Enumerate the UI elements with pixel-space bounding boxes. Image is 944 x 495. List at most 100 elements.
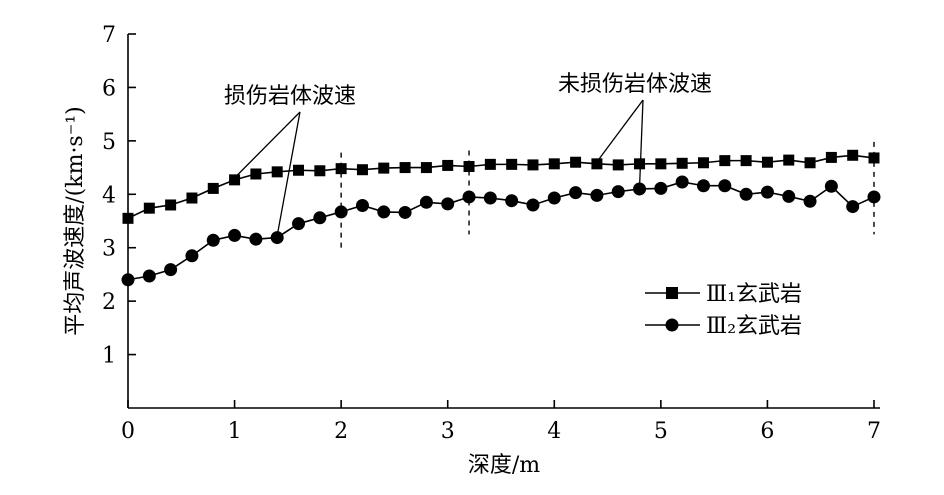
square-point: [634, 158, 646, 170]
circle-point: [462, 190, 476, 204]
circle-point: [164, 263, 178, 277]
square-point: [378, 162, 390, 174]
square-point: [697, 157, 709, 169]
square-point: [399, 162, 411, 174]
circle-point: [505, 194, 519, 208]
square-point: [463, 161, 475, 173]
circle-point: [292, 217, 306, 231]
square-point: [143, 202, 155, 214]
square-point: [229, 174, 241, 186]
annotation-damaged: 损伤岩体波速: [224, 84, 356, 109]
circle-point: [782, 189, 796, 203]
square-point: [335, 163, 347, 175]
square-point: [420, 162, 432, 174]
square-point: [293, 164, 305, 176]
circle-point: [228, 228, 242, 242]
square-point: [740, 155, 752, 167]
square-point: [868, 152, 880, 164]
y-tick-label: 4: [102, 183, 116, 208]
x-tick-label: 2: [334, 419, 348, 444]
square-point: [570, 156, 582, 168]
square-point: [356, 164, 368, 176]
leader-undamaged-lower: [638, 99, 644, 187]
circle-point: [846, 200, 860, 214]
x-tick-label: 3: [441, 419, 455, 444]
circle-point: [633, 182, 647, 196]
circle-point: [824, 179, 838, 193]
x-tick-label: 1: [228, 419, 242, 444]
circle-point: [696, 179, 710, 193]
legend-label-1: Ⅲ₁玄武岩: [706, 282, 802, 307]
square-point: [591, 158, 603, 170]
leader-damaged-upper: [234, 111, 301, 179]
circle-point: [377, 205, 391, 219]
y-tick-label: 2: [102, 290, 116, 315]
square-point: [783, 154, 795, 166]
circle-point: [611, 185, 625, 199]
x-tick-label: 0: [121, 419, 135, 444]
circle-point: [569, 186, 583, 200]
square-point: [548, 158, 560, 170]
circle-point: [760, 185, 774, 199]
square-point: [186, 192, 198, 204]
legend-circle-marker: [665, 318, 679, 332]
x-tick-label: 7: [867, 419, 881, 444]
x-tick-label: 5: [654, 419, 668, 444]
circle-point: [355, 199, 369, 213]
square-point: [804, 157, 816, 169]
x-axis-label: 深度/m: [468, 453, 540, 478]
square-point: [165, 199, 177, 211]
circle-point: [142, 269, 156, 283]
square-point: [847, 149, 859, 161]
circle-point: [441, 197, 455, 211]
leader-damaged-lower: [276, 111, 301, 236]
circle-point: [718, 179, 732, 193]
circle-point: [398, 205, 412, 219]
y-tick-label: 7: [102, 23, 116, 48]
circle-point: [121, 273, 135, 287]
legend-label-2: Ⅲ₂玄武岩: [706, 314, 802, 339]
legend-square-marker: [666, 287, 678, 299]
y-tick-label: 3: [102, 237, 116, 262]
y-tick-label: 6: [102, 76, 116, 101]
x-tick-label: 6: [760, 419, 774, 444]
square-point: [719, 155, 731, 167]
y-tick-label: 5: [102, 130, 116, 155]
circle-point: [206, 233, 220, 247]
circle-point: [590, 188, 604, 202]
legend-item-1: Ⅲ₁玄武岩: [645, 282, 802, 307]
circle-point: [675, 175, 689, 189]
square-point: [612, 159, 624, 171]
y-axis-label: 平均声波速度/(km·s⁻¹): [63, 106, 88, 336]
circle-point: [483, 191, 497, 205]
circle-point: [547, 191, 561, 205]
series: [121, 149, 881, 287]
leader-undamaged-upper: [596, 99, 644, 163]
circle-point: [249, 232, 263, 246]
ticks: 0 1 2 3 4 5 6 7 1 2 3 4 5 6 7: [102, 23, 881, 444]
square-point: [250, 168, 262, 180]
square-point: [484, 158, 496, 170]
annotation-leader-lines: [234, 99, 644, 236]
legend: Ⅲ₁玄武岩 Ⅲ₂玄武岩: [645, 282, 802, 339]
square-point: [655, 158, 667, 170]
series-line-2: [127, 181, 875, 281]
square-point: [676, 157, 688, 169]
square-point: [314, 165, 326, 177]
y-tick-label: 1: [102, 344, 116, 369]
legend-item-2: Ⅲ₂玄武岩: [645, 314, 802, 339]
square-point: [122, 212, 134, 224]
square-point: [442, 159, 454, 171]
circle-point: [185, 249, 199, 263]
circle-point: [867, 190, 881, 204]
square-point: [506, 158, 518, 170]
square-point: [825, 151, 837, 163]
square-point: [527, 159, 539, 171]
circle-point: [270, 231, 284, 245]
circle-point: [803, 194, 817, 208]
circle-point: [419, 195, 433, 209]
circle-point: [334, 205, 348, 219]
square-point: [761, 156, 773, 168]
square-point: [271, 166, 283, 178]
